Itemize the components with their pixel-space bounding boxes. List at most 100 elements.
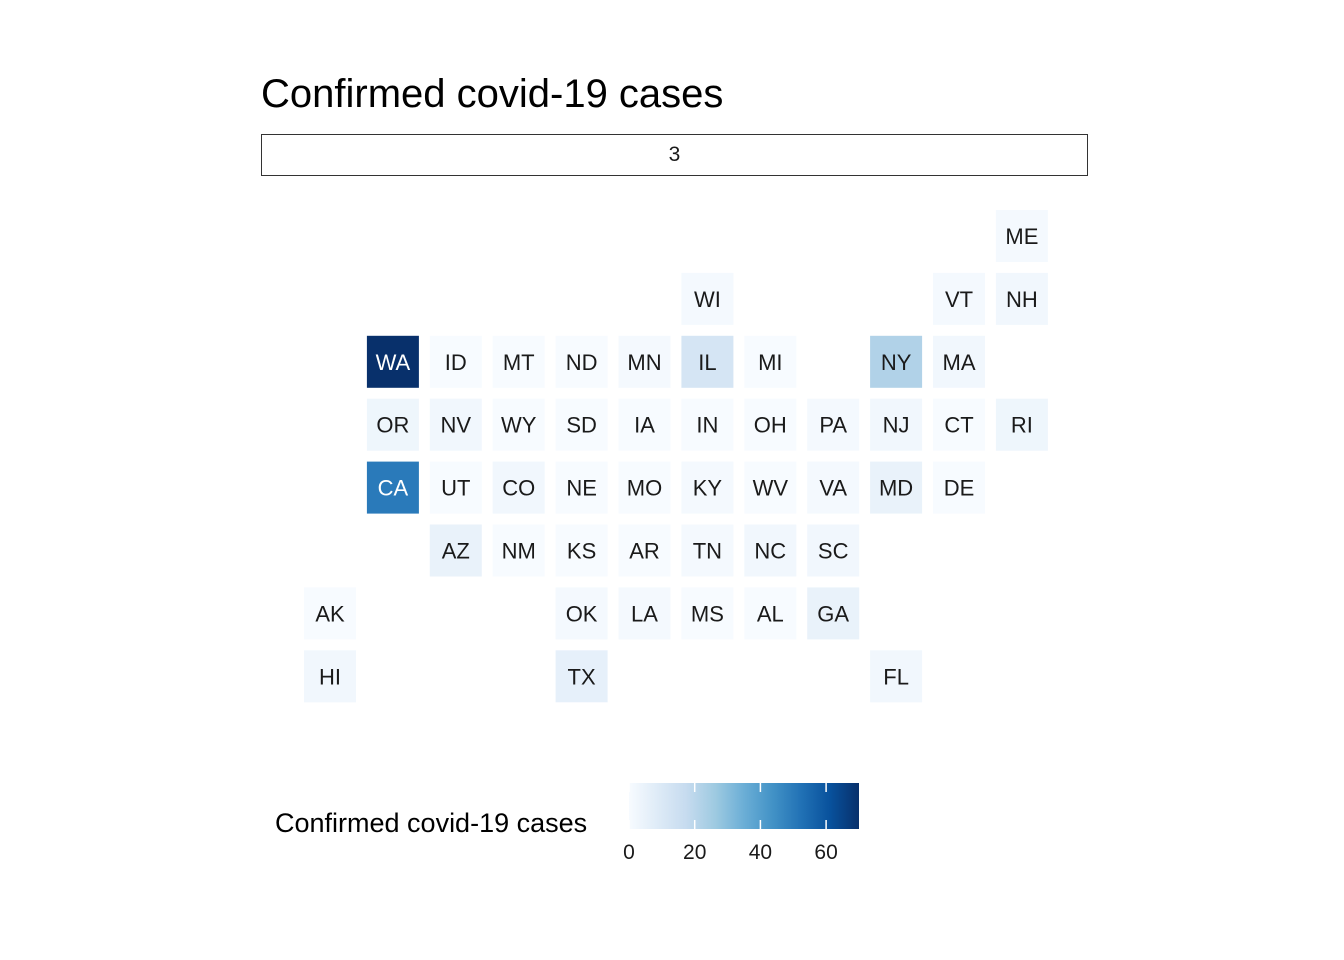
tile-label-oh: OH (754, 413, 787, 438)
tile-rect-sc (807, 524, 860, 577)
tile-label-de: DE (944, 476, 975, 501)
tile-label-nm: NM (502, 539, 536, 564)
tile-nj: NJ (870, 398, 923, 451)
tile-wy: WY (492, 398, 545, 451)
tile-rect-oh (744, 398, 797, 451)
tile-rect-nv (429, 398, 482, 451)
tile-rect-ia (618, 398, 671, 451)
tile-rect-hi (304, 650, 356, 703)
tile-label-ny: NY (881, 350, 912, 375)
tile-il: IL (681, 335, 734, 388)
tile-hi: HI (304, 650, 356, 703)
tile-label-mt: MT (503, 350, 535, 375)
tile-sd: SD (555, 398, 608, 451)
tile-rect-ar (618, 524, 671, 577)
tile-mo: MO (618, 461, 671, 514)
tile-or: OR (366, 398, 419, 451)
tile-rect-nc (744, 524, 797, 577)
tile-rect-ga (807, 587, 860, 640)
tile-label-wa: WA (376, 350, 411, 375)
tile-ok: OK (555, 587, 608, 640)
tile-label-wy: WY (501, 413, 537, 438)
tile-rect-wy (492, 398, 545, 451)
tile-label-co: CO (502, 476, 535, 501)
tile-label-ar: AR (629, 539, 660, 564)
tile-ks: KS (555, 524, 608, 577)
color-legend: 0 20 40 60 (623, 783, 859, 864)
tile-rect-id (429, 335, 482, 388)
tile-rect-ky (681, 461, 734, 514)
tile-in: IN (681, 398, 734, 451)
tile-pa: PA (807, 398, 860, 451)
tile-label-mi: MI (758, 350, 782, 375)
tile-label-sd: SD (566, 413, 597, 438)
tile-wv: WV (744, 461, 797, 514)
tile-label-id: ID (445, 350, 467, 375)
tile-ri: RI (995, 398, 1048, 451)
tile-al: AL (744, 587, 797, 640)
tile-rect-sd (555, 398, 608, 451)
tile-label-al: AL (757, 601, 784, 626)
tile-fl: FL (870, 650, 923, 703)
tile-wa: WA (366, 335, 419, 388)
tile-label-tn: TN (693, 539, 722, 564)
tile-mn: MN (618, 335, 671, 388)
tile-ne: NE (555, 461, 608, 514)
tile-nd: ND (555, 335, 608, 388)
tile-tn: TN (681, 524, 734, 577)
tile-rect-mt (492, 335, 545, 388)
tile-md: MD (870, 461, 923, 514)
tile-rect-tn (681, 524, 734, 577)
tile-label-wi: WI (694, 287, 721, 312)
tile-label-ak: AK (315, 601, 345, 626)
tile-rect-md (870, 461, 923, 514)
facet-strip: 3 (261, 134, 1088, 176)
tile-rect-ks (555, 524, 608, 577)
tile-ny: NY (870, 335, 923, 388)
tile-nm: NM (492, 524, 545, 577)
tile-label-az: AZ (442, 539, 470, 564)
tile-label-nc: NC (754, 539, 786, 564)
tile-vt: VT (933, 272, 985, 325)
tile-ma: MA (933, 335, 985, 388)
tile-rect-ms (681, 587, 734, 640)
tile-rect-ne (555, 461, 608, 514)
legend-colorbar (629, 783, 859, 829)
tile-rect-nd (555, 335, 608, 388)
tile-mt: MT (492, 335, 545, 388)
tile-label-mn: MN (627, 350, 661, 375)
legend-title: Confirmed covid-19 cases (275, 808, 588, 838)
tile-co: CO (492, 461, 545, 514)
tile-label-il: IL (698, 350, 716, 375)
tile-label-ga: GA (817, 601, 849, 626)
tile-id: ID (429, 335, 482, 388)
tile-label-vt: VT (945, 287, 973, 312)
facet-label: 3 (668, 143, 681, 166)
tile-label-nj: NJ (883, 413, 910, 438)
tile-rect-ny (870, 335, 923, 388)
tile-me: ME (995, 210, 1048, 262)
tile-rect-ut (429, 461, 482, 514)
tile-label-ca: CA (378, 476, 409, 501)
tile-rect-al (744, 587, 797, 640)
tile-az: AZ (429, 524, 482, 577)
tile-rect-tx (555, 650, 608, 703)
tile-rect-wa (366, 335, 419, 388)
tile-rect-pa (807, 398, 860, 451)
tile-label-in: IN (696, 413, 718, 438)
tile-rect-nh (995, 272, 1048, 325)
tile-label-or: OR (376, 413, 409, 438)
tile-ca: CA (366, 461, 419, 514)
tile-rect-or (366, 398, 419, 451)
tile-rect-nj (870, 398, 923, 451)
tile-label-tx: TX (568, 664, 596, 689)
tile-ar: AR (618, 524, 671, 577)
tile-label-ut: UT (441, 476, 470, 501)
tile-ia: IA (618, 398, 671, 451)
tile-rect-mn (618, 335, 671, 388)
tile-rect-nm (492, 524, 545, 577)
tile-label-md: MD (879, 476, 913, 501)
tile-rect-ma (933, 335, 985, 388)
tile-oh: OH (744, 398, 797, 451)
tile-rect-in (681, 398, 734, 451)
